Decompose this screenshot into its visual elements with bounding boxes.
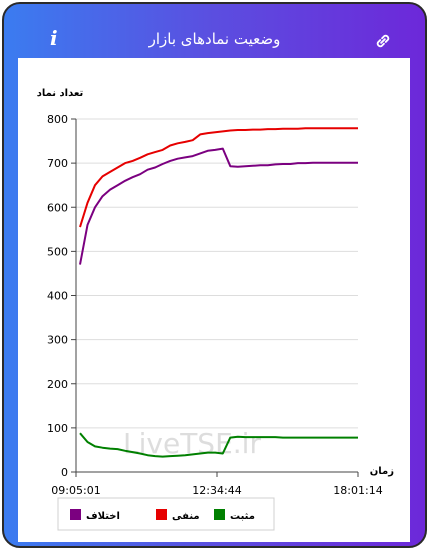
y-tick-label: 0 (61, 466, 68, 479)
y-tick-label: 600 (47, 201, 68, 214)
legend-swatch (214, 509, 225, 520)
chart-panel: تعداد نماد زمان LiveTSE.ir 0 100 200 300 400… (18, 58, 410, 542)
series-line (79, 432, 358, 458)
x-tick-label: 12:34:44 (192, 484, 241, 497)
y-tick-label: 500 (47, 245, 68, 258)
y-tick-label: 100 (47, 422, 68, 435)
legend-label[interactable]: اختلاف (86, 511, 120, 522)
series-line (79, 147, 358, 265)
app-frame: i وضعیت نمادهای بازار تعداد نماد زمان Li… (2, 2, 427, 548)
x-axis-label: زمان (370, 466, 394, 477)
info-icon[interactable]: i (50, 26, 58, 50)
series-line (79, 127, 358, 228)
legend-swatch (156, 509, 167, 520)
y-tick-label: 400 (47, 290, 68, 303)
header: i وضعیت نمادهای بازار (4, 4, 425, 58)
y-tick-label: 300 (47, 334, 68, 347)
grid (76, 118, 358, 473)
y-tick-label: 200 (47, 378, 68, 391)
y-tick-label: 800 (47, 113, 68, 126)
y-axis-label: تعداد نماد (37, 88, 84, 99)
x-tick-label: 18:01:14 (333, 484, 382, 497)
legend-label[interactable]: منفی (172, 511, 200, 522)
x-tick-label: 09:05:01 (51, 484, 100, 497)
line-chart: تعداد نماد زمان LiveTSE.ir 0100200300400… (37, 88, 394, 531)
legend-swatch (70, 509, 81, 520)
y-tick-label: 700 (47, 157, 68, 170)
axes: 0 100 200 300 400 500 600 700 800 09:05:01 12:34:4… (47, 113, 383, 497)
link-icon[interactable] (372, 30, 394, 52)
series-lines (79, 127, 358, 458)
page-title: وضعیت نمادهای بازار (148, 30, 281, 48)
legend: مثبت منفی اختلاف (57, 497, 275, 531)
legend-label[interactable]: مثبت (230, 511, 255, 522)
